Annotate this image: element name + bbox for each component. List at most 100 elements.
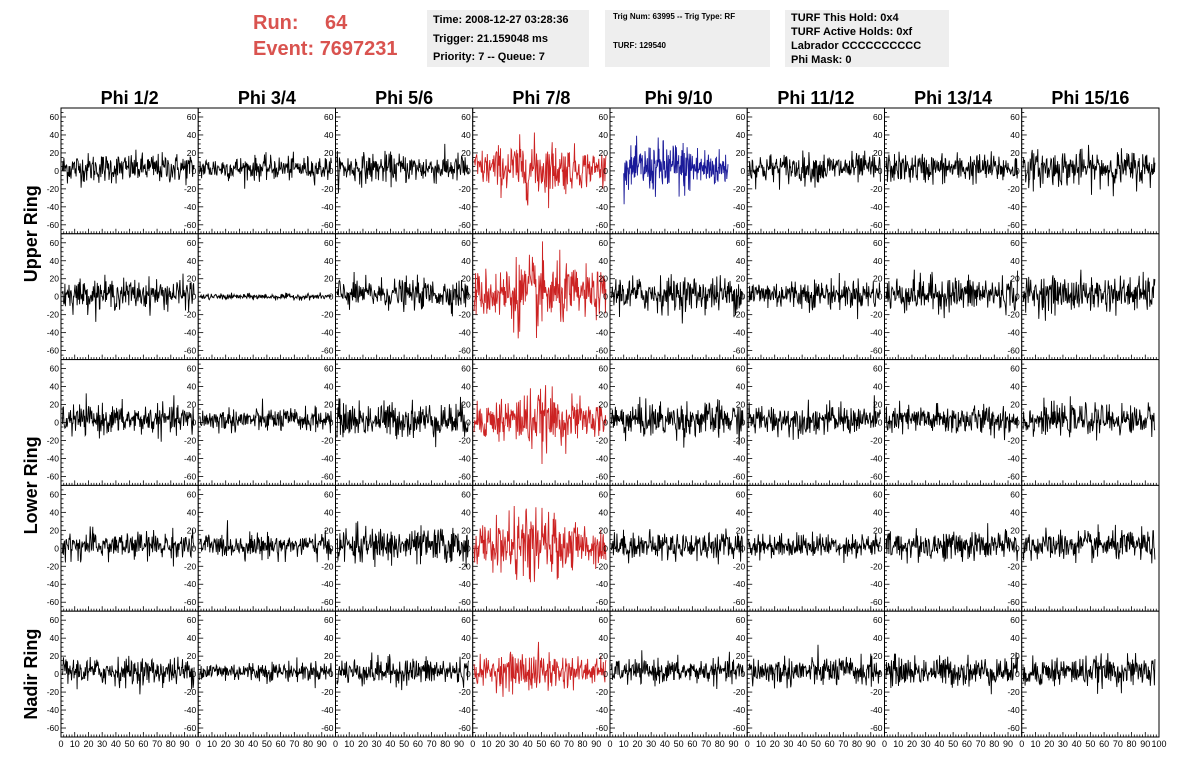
y-tick-label: -40 [733, 453, 746, 463]
column-title: Phi 11/12 [777, 88, 854, 108]
x-tick-label: 50 [536, 739, 546, 749]
y-tick-label: 20 [187, 525, 197, 535]
y-tick-label: -20 [870, 184, 883, 194]
y-tick-label: 20 [187, 274, 197, 284]
x-tick-label: 0 [745, 739, 750, 749]
y-tick-label: -60 [184, 346, 197, 356]
waveform-trace [748, 395, 881, 440]
y-tick-label: -20 [47, 310, 60, 320]
y-tick-label: -20 [47, 184, 60, 194]
y-tick-label: 40 [324, 256, 334, 266]
y-tick-label: 0 [329, 292, 334, 302]
y-tick-label: 20 [50, 274, 60, 284]
x-tick-label: 50 [262, 739, 272, 749]
waveform-trace [473, 641, 607, 697]
waveform-trace [473, 505, 607, 583]
y-tick-label: -20 [596, 184, 609, 194]
x-tick-label: 80 [166, 739, 176, 749]
y-tick-label: 0 [466, 292, 471, 302]
y-tick-label: -40 [733, 705, 746, 715]
y-tick-label: -60 [321, 471, 334, 481]
y-tick-label: 60 [324, 112, 334, 122]
y-tick-label: -60 [321, 346, 334, 356]
column-title: Phi 1/2 [101, 88, 159, 108]
x-tick-label: 30 [234, 739, 244, 749]
x-tick-label: 80 [440, 739, 450, 749]
waveform-trace [610, 396, 744, 448]
y-tick-label: 20 [324, 525, 334, 535]
y-tick-label: 60 [50, 238, 60, 248]
waveform-panel [472, 610, 611, 738]
x-tick-label: 90 [1140, 739, 1150, 749]
y-tick-label: 40 [873, 382, 883, 392]
y-tick-label: 0 [878, 292, 883, 302]
y-tick-label: 0 [54, 292, 59, 302]
y-tick-label: -60 [1007, 346, 1020, 356]
y-tick-label: 20 [187, 651, 197, 661]
y-tick-label: -60 [47, 220, 60, 230]
waveform-panel [1021, 484, 1160, 612]
y-tick-label: -20 [184, 561, 197, 571]
y-tick-label: 0 [192, 292, 197, 302]
x-tick-label: 80 [1127, 739, 1137, 749]
y-tick-label: -60 [733, 597, 746, 607]
y-tick-label: 20 [461, 400, 471, 410]
y-tick-label: -20 [1007, 561, 1020, 571]
y-tick-label: -20 [47, 687, 60, 697]
x-tick-label: 40 [797, 739, 807, 749]
y-tick-label: -20 [47, 561, 60, 571]
y-tick-label: -60 [870, 220, 883, 230]
y-tick-label: 40 [736, 633, 746, 643]
x-tick-label: 70 [1113, 739, 1123, 749]
y-tick-label: 20 [324, 400, 334, 410]
y-tick-label: 40 [50, 382, 60, 392]
y-tick-label: 0 [54, 418, 59, 428]
y-tick-label: 40 [50, 130, 60, 140]
y-tick-label: 0 [878, 669, 883, 679]
waveform-trace [1022, 524, 1156, 564]
y-tick-label: 40 [461, 507, 471, 517]
y-tick-label: -40 [47, 328, 60, 338]
y-tick-label: 0 [54, 669, 59, 679]
y-tick-label: 40 [736, 507, 746, 517]
y-tick-label: 40 [1010, 382, 1020, 392]
x-tick-label: 0 [1019, 739, 1024, 749]
y-tick-label: 0 [878, 166, 883, 176]
y-tick-label: -40 [458, 453, 471, 463]
run-event-header: Run: 64 Event: 7697231 [253, 10, 398, 62]
waveform-trace [748, 272, 881, 320]
waveform-trace [61, 149, 195, 188]
waveform-trace [61, 273, 195, 322]
y-tick-label: -60 [458, 346, 471, 356]
y-tick-label: -40 [47, 705, 60, 715]
y-tick-label: 40 [461, 633, 471, 643]
y-tick-label: 20 [873, 274, 883, 284]
waveform-trace [623, 135, 729, 205]
x-tick-label: 60 [687, 739, 697, 749]
waveform-trace [885, 652, 1019, 695]
y-tick-label: 0 [329, 543, 334, 553]
x-tick-label: 10 [619, 739, 629, 749]
x-tick-label: 30 [97, 739, 107, 749]
y-tick-label: 0 [1015, 543, 1020, 553]
y-tick-label: -40 [733, 579, 746, 589]
x-tick-label: 0 [58, 739, 63, 749]
y-tick-label: 60 [324, 238, 334, 248]
y-tick-label: -20 [733, 561, 746, 571]
y-tick-label: 0 [466, 669, 471, 679]
y-tick-label: 20 [873, 400, 883, 410]
x-tick-label: 50 [674, 739, 684, 749]
y-tick-label: 60 [324, 364, 334, 374]
y-tick-label: 60 [873, 112, 883, 122]
y-tick-label: 40 [1010, 130, 1020, 140]
waveform-trace [473, 241, 607, 339]
y-tick-label: 40 [324, 507, 334, 517]
y-tick-label: -40 [47, 579, 60, 589]
y-tick-label: 40 [873, 256, 883, 266]
y-tick-label: -20 [1007, 687, 1020, 697]
y-tick-label: 40 [187, 633, 197, 643]
y-tick-label: 60 [599, 364, 609, 374]
y-tick-label: 40 [50, 507, 60, 517]
y-tick-label: 60 [736, 112, 746, 122]
time-text: Time: 2008-12-27 03:28:36 [433, 14, 569, 26]
